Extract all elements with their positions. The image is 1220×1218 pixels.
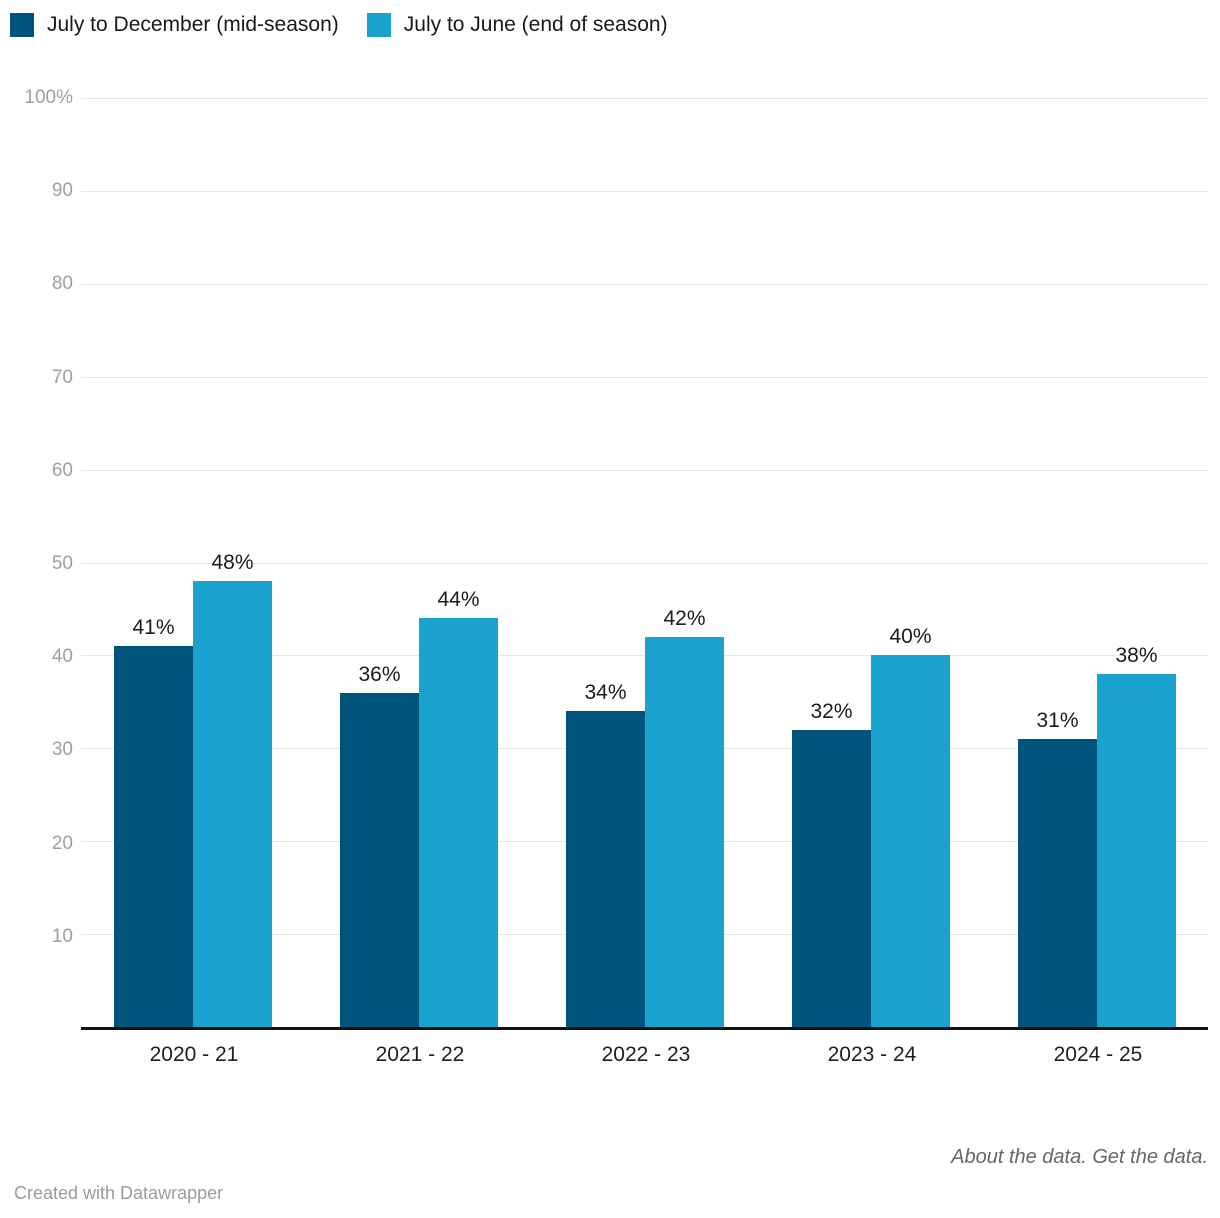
y-tick-label: 100% bbox=[24, 87, 73, 108]
bar-value-label: 44% bbox=[437, 588, 480, 612]
gridline bbox=[81, 469, 1208, 471]
bar-value-label: 36% bbox=[358, 662, 401, 686]
legend-swatch-icon bbox=[10, 13, 34, 37]
bar-value-label: 41% bbox=[132, 616, 175, 640]
bar-end-of-season[interactable]: 40% bbox=[871, 625, 950, 1027]
y-tick-label: 60 bbox=[51, 459, 73, 481]
bar-group: 32% 40% bbox=[792, 98, 950, 1027]
bar-end-of-season[interactable]: 38% bbox=[1097, 644, 1176, 1027]
y-tick-label: 50 bbox=[51, 553, 73, 574]
bar-mid-season[interactable]: 32% bbox=[792, 700, 871, 1027]
bar-value-label: 40% bbox=[889, 625, 932, 649]
bar-mid-season[interactable]: 31% bbox=[1018, 709, 1097, 1027]
plot-area: 41% 48% 36% 44% 34% 42% 32% 40% 31% 38% bbox=[81, 98, 1208, 1030]
y-tick-label: 70 bbox=[51, 366, 73, 388]
legend-item: July to June (end of season) bbox=[366, 13, 668, 37]
legend-item: July to December (mid-season) bbox=[10, 13, 339, 37]
gridline bbox=[81, 283, 1208, 285]
bar-group: 41% 48% bbox=[114, 98, 272, 1027]
footer-links: About the data. Get the data. bbox=[951, 1146, 1208, 1169]
x-category-label: 2021 - 22 bbox=[375, 1043, 465, 1066]
y-tick-label: 10 bbox=[51, 925, 73, 947]
bar-value-label: 48% bbox=[211, 551, 254, 575]
datawrapper-attribution[interactable]: Created with Datawrapper bbox=[14, 1183, 224, 1203]
bar-end-of-season[interactable]: 42% bbox=[645, 607, 724, 1027]
bar-group: 34% 42% bbox=[566, 98, 724, 1027]
x-axis: 2020 - 21 2021 - 22 2022 - 23 2023 - 24 2024… bbox=[81, 1043, 1208, 1071]
bar-value-label: 31% bbox=[1036, 709, 1079, 733]
gridline bbox=[81, 376, 1208, 378]
about-the-data-link[interactable]: About the data. bbox=[951, 1146, 1087, 1168]
bar-mid-season[interactable]: 34% bbox=[566, 681, 645, 1027]
bar-mid-season[interactable]: 41% bbox=[114, 616, 193, 1027]
gridline bbox=[81, 98, 1208, 99]
x-category-label: 2024 - 25 bbox=[1053, 1043, 1143, 1066]
bar-mid-season[interactable]: 36% bbox=[340, 663, 419, 1027]
bar-value-label: 34% bbox=[584, 681, 627, 705]
bar-value-label: 38% bbox=[1115, 643, 1158, 667]
y-tick-label: 90 bbox=[51, 180, 73, 202]
legend-label: July to June (end of season) bbox=[403, 13, 668, 37]
y-tick-label: 80 bbox=[51, 273, 73, 295]
y-tick-label: 30 bbox=[51, 739, 73, 761]
bar-value-label: 32% bbox=[810, 699, 853, 723]
y-tick-label: 40 bbox=[51, 646, 73, 668]
bar-value-label: 42% bbox=[663, 606, 706, 630]
x-category-label: 2020 - 21 bbox=[149, 1043, 239, 1066]
gridline bbox=[81, 562, 1208, 564]
x-category-label: 2022 - 23 bbox=[601, 1043, 691, 1066]
legend-label: July to December (mid-season) bbox=[47, 13, 339, 37]
bar-end-of-season[interactable]: 44% bbox=[419, 588, 498, 1027]
gridline bbox=[81, 655, 1208, 657]
x-category-label: 2023 - 24 bbox=[827, 1043, 917, 1066]
bar-group: 36% 44% bbox=[340, 98, 498, 1027]
get-the-data-link[interactable]: Get the data. bbox=[1092, 1146, 1208, 1168]
y-tick-label: 20 bbox=[51, 832, 73, 854]
gridline bbox=[81, 190, 1208, 192]
legend-swatch-icon bbox=[366, 13, 391, 37]
y-axis: 100% 90 80 70 60 50 40 30 20 10 bbox=[0, 87, 73, 1030]
legend: July to December (mid-season) July to Jun… bbox=[10, 13, 668, 37]
bar-end-of-season[interactable]: 48% bbox=[193, 551, 272, 1027]
bar-group: 31% 38% bbox=[1018, 98, 1176, 1027]
